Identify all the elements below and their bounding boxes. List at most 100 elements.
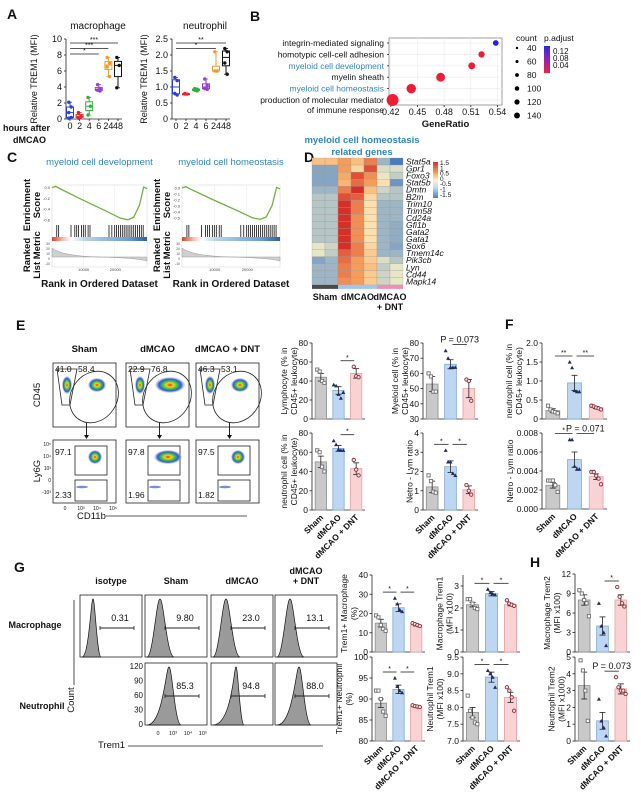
chart-title: neutrophil: [183, 21, 227, 32]
bar: [614, 688, 628, 742]
color-scale-label: 0.5: [440, 171, 449, 178]
y-tick-label: 30: [410, 414, 420, 424]
histogram-peak: [212, 598, 241, 658]
row-label-macrophage: Macrophage: [8, 620, 61, 630]
panel-letter-b: B: [250, 8, 260, 24]
y-label-es-1: Enrichment: [152, 178, 163, 231]
heatmap-cell: [324, 193, 339, 201]
data-point-triangle: [577, 389, 582, 394]
chart-title: macrophage: [70, 21, 126, 32]
heatmap-cell: [363, 193, 378, 201]
heatmap-cell: [324, 178, 339, 187]
heatmap-cell: [311, 186, 326, 194]
heatmap-cell: [376, 193, 391, 201]
chart-title-line2: related genes: [331, 147, 392, 158]
arrow-head-icon: [84, 435, 89, 439]
data-point-square: [317, 450, 322, 455]
bar: [588, 476, 604, 510]
y-tick-label: 2: [454, 603, 459, 613]
histogram-neutrophil: [210, 662, 274, 726]
y-tick-label: 20: [299, 395, 309, 405]
legend-count-value: 120: [527, 97, 541, 107]
x-tick-label: 48: [113, 121, 123, 131]
dot-plot-ly6g: [125, 439, 190, 504]
chart-C_development: myeloid cell development Enrichment Score R…: [22, 157, 159, 290]
group-bar: [338, 284, 377, 289]
column-header: dMCAO: [290, 566, 323, 576]
heatmap-cell: [389, 193, 404, 201]
ranked-metric-area: [51, 247, 148, 262]
gene-label: Gpr1: [406, 164, 425, 174]
heatmap-cell: [389, 164, 404, 173]
y-tick-label: 5: [566, 652, 571, 662]
chart-title: myeloid cell homeostasis: [178, 157, 284, 168]
y-axis-label: Trem1+ Macrophage: [339, 574, 349, 653]
y-axis-label: Netro - Lym ratio: [505, 439, 515, 502]
color-scale-label: -1.5: [440, 192, 452, 199]
data-point-triangle: [334, 383, 339, 388]
data-point: [213, 69, 217, 73]
data-point-circle: [417, 704, 422, 710]
data-point-square: [468, 708, 473, 713]
data-point: [173, 91, 177, 96]
metric-tick-label: 0: [178, 257, 180, 261]
data-point: [86, 95, 90, 100]
data-point: [67, 110, 71, 115]
gate-percentage: 23.0: [242, 613, 260, 623]
heatmap-cell: [311, 164, 326, 173]
data-point-square: [578, 658, 583, 663]
data-point-square: [319, 464, 325, 469]
gene-label: Tmem14c: [406, 248, 445, 258]
x-tick-label: 2: [77, 121, 82, 131]
y-tick-label: 7.0: [447, 736, 459, 746]
chart-title: myeloid cell development: [46, 157, 153, 168]
data-point-triangle: [453, 365, 458, 369]
data-point-triangle: [493, 592, 498, 597]
legend-size-dot: [514, 112, 520, 119]
chart-E_myeloid: 30 40 50 60 70 80 Myeloid cell (% in CD45+ leuk…: [390, 335, 479, 424]
y-axis-label-count: Count: [66, 687, 77, 713]
y-tick-label: 1.5: [155, 66, 168, 76]
heatmap-cell: [363, 242, 378, 250]
x-tick-label: 10³: [77, 506, 85, 512]
y-axis-label: (%): [344, 692, 354, 705]
data-point-square: [583, 688, 588, 693]
heatmap-cell: [376, 270, 391, 278]
panel-letter-f: F: [505, 316, 514, 332]
data-point-circle: [621, 688, 626, 693]
data-point-square: [383, 628, 388, 633]
heatmap-cell: [389, 235, 404, 243]
data-point-triangle: [570, 437, 575, 442]
heatmap-cell: [311, 235, 326, 243]
column-header: dMCAO + DNT: [195, 344, 260, 355]
data-point-triangle: [400, 609, 405, 614]
dot-plot-cd45: [52, 362, 117, 428]
cell-population: [88, 450, 102, 464]
significance-label: **: [561, 350, 567, 357]
column-header: dMCAO: [226, 576, 259, 586]
x-tick-label: 4: [87, 121, 92, 131]
y-tick-label: 1.0: [526, 376, 538, 386]
heatmap-cell: [337, 235, 352, 243]
data-point-circle: [616, 685, 621, 690]
y-axis-label: Neutrophil Trem1: [425, 666, 435, 731]
x-tick-label: 10⁵: [109, 506, 117, 512]
significance-label: *: [388, 666, 391, 673]
color-scale-label: -1: [440, 187, 446, 194]
data-point: [223, 61, 227, 65]
term-dot: [468, 62, 476, 70]
cell-population: [62, 376, 72, 394]
y-tick-label: 0: [48, 478, 51, 484]
data-point-triangle: [570, 365, 575, 370]
y-tick-label: 20: [299, 486, 309, 496]
gate-percentage: 97.5: [198, 447, 215, 457]
metric-tick-label: 10: [46, 252, 50, 256]
cell-population: [219, 485, 231, 489]
data-point-circle: [504, 685, 510, 690]
data-point-square: [468, 597, 473, 602]
heatmap-cell: [337, 200, 352, 208]
y-tick-label: 40: [410, 399, 420, 409]
data-point-circle: [356, 473, 361, 478]
dot-plot-ly6g: [195, 439, 260, 504]
